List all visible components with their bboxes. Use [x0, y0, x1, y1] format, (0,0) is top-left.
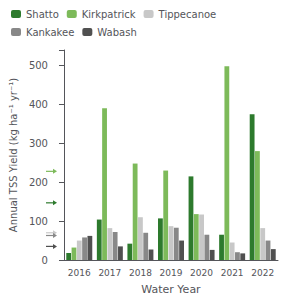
svg-text:Kirkpatrick: Kirkpatrick	[82, 9, 136, 20]
svg-text:Annual TSS Yield (kg ha⁻¹ yr⁻¹: Annual TSS Yield (kg ha⁻¹ yr⁻¹)	[8, 78, 19, 232]
svg-text:Shatto: Shatto	[26, 9, 59, 20]
svg-text:Tippecanoe: Tippecanoe	[158, 9, 217, 20]
svg-text:500: 500	[29, 60, 48, 71]
svg-text:2018: 2018	[129, 268, 152, 278]
svg-text:2022: 2022	[251, 268, 274, 278]
svg-text:200: 200	[29, 177, 48, 188]
svg-text:Kankakee: Kankakee	[26, 27, 74, 38]
svg-text:0: 0	[42, 255, 48, 266]
svg-text:Water Year: Water Year	[141, 283, 201, 296]
svg-text:2021: 2021	[221, 268, 244, 278]
svg-text:300: 300	[29, 138, 48, 149]
svg-text:Wabash: Wabash	[97, 27, 136, 38]
svg-text:400: 400	[29, 99, 48, 110]
svg-text:100: 100	[29, 216, 48, 227]
svg-text:2016: 2016	[68, 268, 91, 278]
svg-text:2020: 2020	[190, 268, 213, 278]
svg-text:2019: 2019	[160, 268, 183, 278]
svg-text:2017: 2017	[98, 268, 121, 278]
